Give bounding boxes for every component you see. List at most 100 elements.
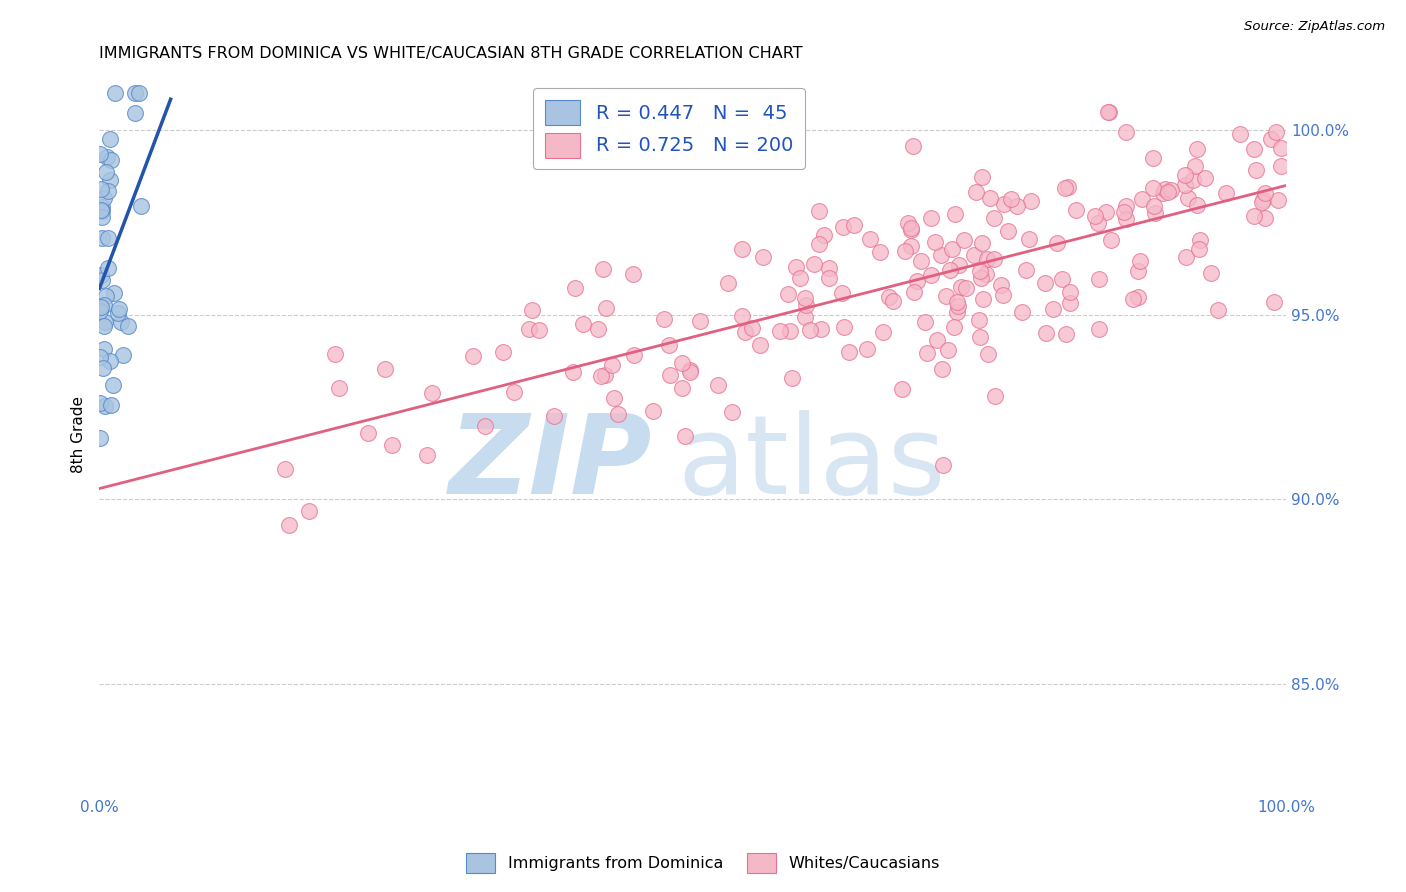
Point [298,504,321,518]
Point [679,365,702,379]
Point [983,211,1005,226]
Point [970,235,993,250]
Point [915,346,938,360]
Point [463,349,485,363]
Point [1270,159,1292,173]
Point [89,304,111,318]
Point [108,301,131,316]
Point [900,238,922,252]
Point [1174,168,1197,182]
Point [1184,159,1206,173]
Point [90,182,112,196]
Point [939,263,962,277]
Point [1122,292,1144,306]
Point [93,298,115,312]
Point [1005,199,1028,213]
Point [731,309,754,323]
Point [905,275,928,289]
Point [785,260,807,274]
Point [1260,132,1282,146]
Point [1152,186,1174,200]
Text: ZIP: ZIP [449,410,652,517]
Point [955,280,977,294]
Point [654,311,676,326]
Point [1057,180,1080,194]
Point [803,257,825,271]
Point [748,338,770,352]
Point [1059,285,1081,299]
Point [856,343,879,357]
Point [969,264,991,278]
Point [1015,263,1038,277]
Point [93,191,115,205]
Point [752,250,775,264]
Point [381,437,404,451]
Point [1088,272,1111,286]
Point [1154,182,1177,196]
Point [967,313,990,327]
Point [808,236,831,251]
Point [1115,125,1137,139]
Point [1264,125,1286,139]
Point [89,147,111,161]
Point [1112,205,1135,219]
Point [671,356,693,370]
Point [920,211,942,225]
Point [90,202,112,217]
Point [965,186,987,200]
Point [943,207,966,221]
Point [979,191,1001,205]
Point [931,458,953,473]
Point [970,170,993,185]
Point [1177,191,1199,205]
Point [1254,211,1277,226]
Point [100,398,122,412]
Point [600,359,623,373]
Point [983,252,1005,267]
Point [1035,326,1057,340]
Point [93,343,115,357]
Point [891,382,914,396]
Point [1130,192,1153,206]
Point [741,321,763,335]
Point [1267,193,1289,207]
Point [374,362,396,376]
Point [89,396,111,410]
Point [124,106,146,120]
Point [591,369,613,384]
Point [794,291,817,305]
Point [972,292,994,306]
Point [818,260,841,275]
Point [517,322,540,336]
Point [657,338,679,352]
Point [799,323,821,337]
Point [588,322,610,336]
Point [970,270,993,285]
Point [1251,194,1274,208]
Point [1115,199,1137,213]
Point [1243,209,1265,223]
Point [952,233,974,247]
Point [94,315,117,329]
Point [882,293,904,308]
Point [94,289,117,303]
Point [1054,327,1077,342]
Point [900,221,922,235]
Point [277,517,299,532]
Point [793,310,815,324]
Point [925,333,948,347]
Point [97,185,120,199]
Point [110,315,132,329]
Point [844,218,866,232]
Point [1142,151,1164,165]
Point [969,330,991,344]
Point [679,362,702,376]
Point [595,301,617,316]
Point [100,153,122,167]
Point [779,324,801,338]
Point [112,348,135,362]
Point [1115,212,1137,227]
Point [1215,186,1237,200]
Point [503,385,526,400]
Point [1208,303,1230,318]
